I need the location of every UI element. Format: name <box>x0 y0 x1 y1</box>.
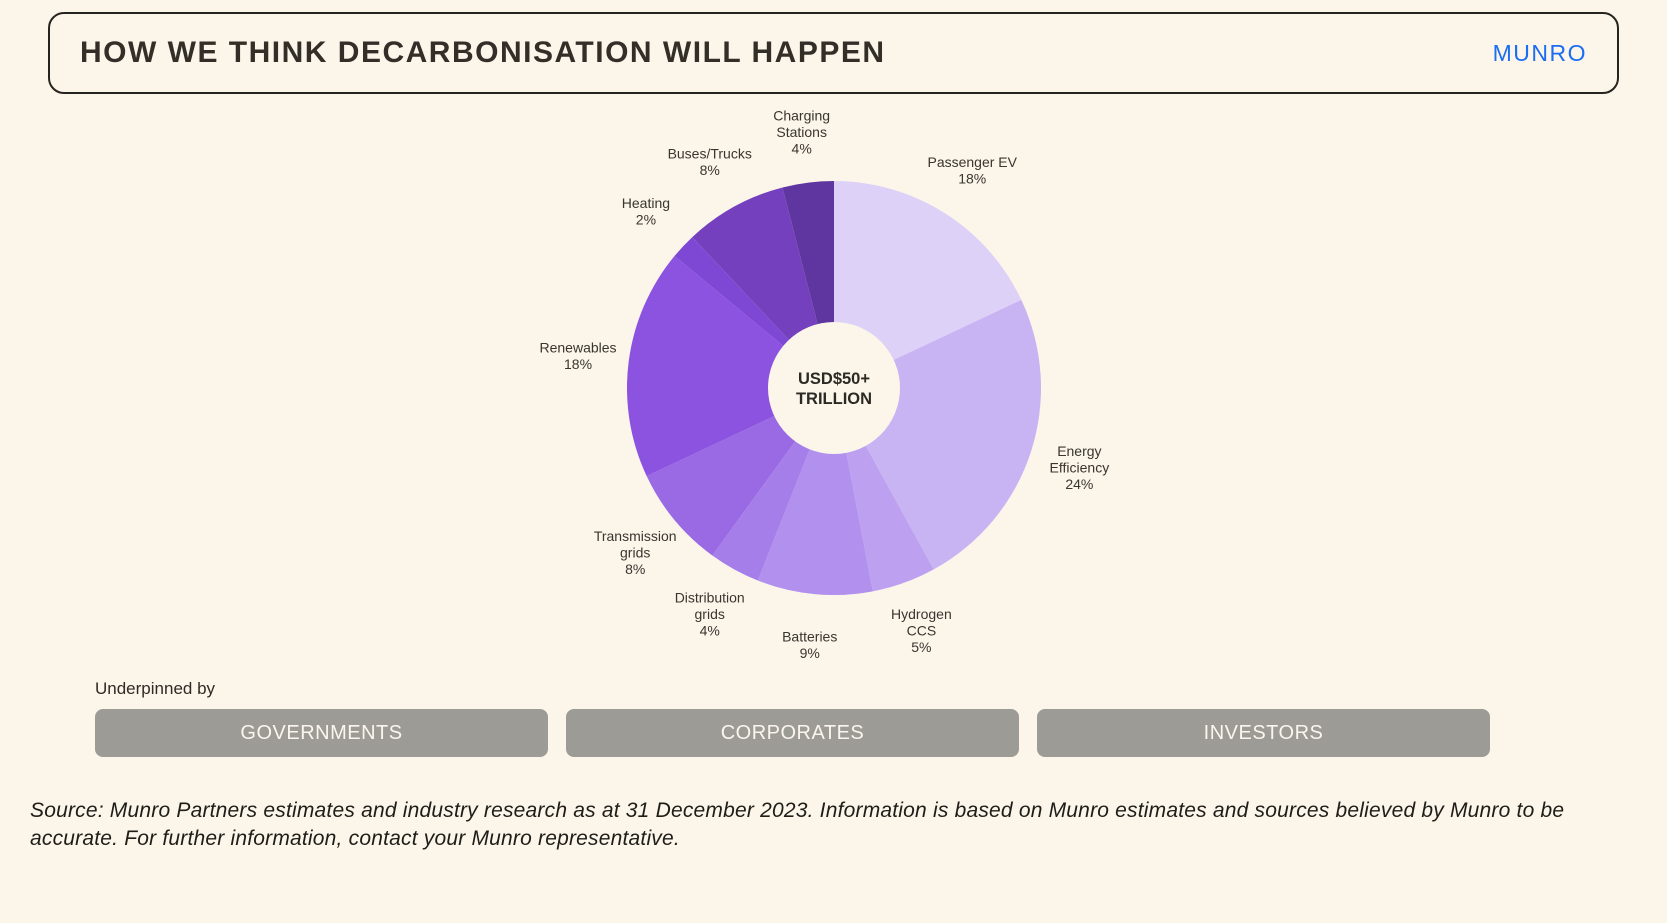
pie-label-charging-stations: Charging Stations 4% <box>773 108 830 157</box>
donut-hole <box>767 322 900 454</box>
source-note: Source: Munro Partners estimates and ind… <box>30 799 1565 851</box>
pillar-row: GOVERNMENTS CORPORATES INVESTORS <box>95 709 1490 757</box>
donut-center-label: USD$50+ TRILLION <box>795 370 871 408</box>
pie-label-energy-efficiency: Energy Efficiency 24% <box>1049 443 1109 492</box>
pie-label-renewables: Renewables 18% <box>539 339 616 372</box>
pie-label-transmission-grids: Transmission grids 8% <box>593 528 676 577</box>
header-box: HOW WE THINK DECARBONISATION WILL HAPPEN… <box>48 12 1619 94</box>
pie-label-heating: Heating 2% <box>621 195 669 228</box>
pie-label-hydrogen-ccs: Hydrogen CCS 5% <box>891 606 952 655</box>
pie-slice-batteries <box>757 388 873 595</box>
underpinned-label: Underpinned by <box>95 679 216 698</box>
munro-logo: MUNRO <box>1492 39 1587 66</box>
governments-button[interactable]: GOVERNMENTS <box>95 709 548 757</box>
page-title: HOW WE THINK DECARBONISATION WILL HAPPEN <box>80 36 886 69</box>
decarbonisation-donut: Passenger EV 18% Energy Efficiency 24% Hydrog… <box>539 108 1109 662</box>
pie-label-buses-trucks: Buses/Trucks 8% <box>667 146 751 179</box>
pie-label-batteries: Batteries 9% <box>782 629 837 662</box>
corporates-button[interactable]: CORPORATES <box>566 709 1019 757</box>
chart-area: Passenger EV 18% Energy Efficiency 24% Hydrog… <box>0 96 1667 679</box>
pie-label-passenger-ev: Passenger EV 18% <box>927 154 1017 187</box>
pie-slice-renewables <box>626 256 834 477</box>
pie-slice-passenger-ev <box>833 181 1021 388</box>
pie-label-distribution-grids: Distribution grids 4% <box>674 590 744 639</box>
investors-button[interactable]: INVESTORS <box>1037 709 1490 757</box>
